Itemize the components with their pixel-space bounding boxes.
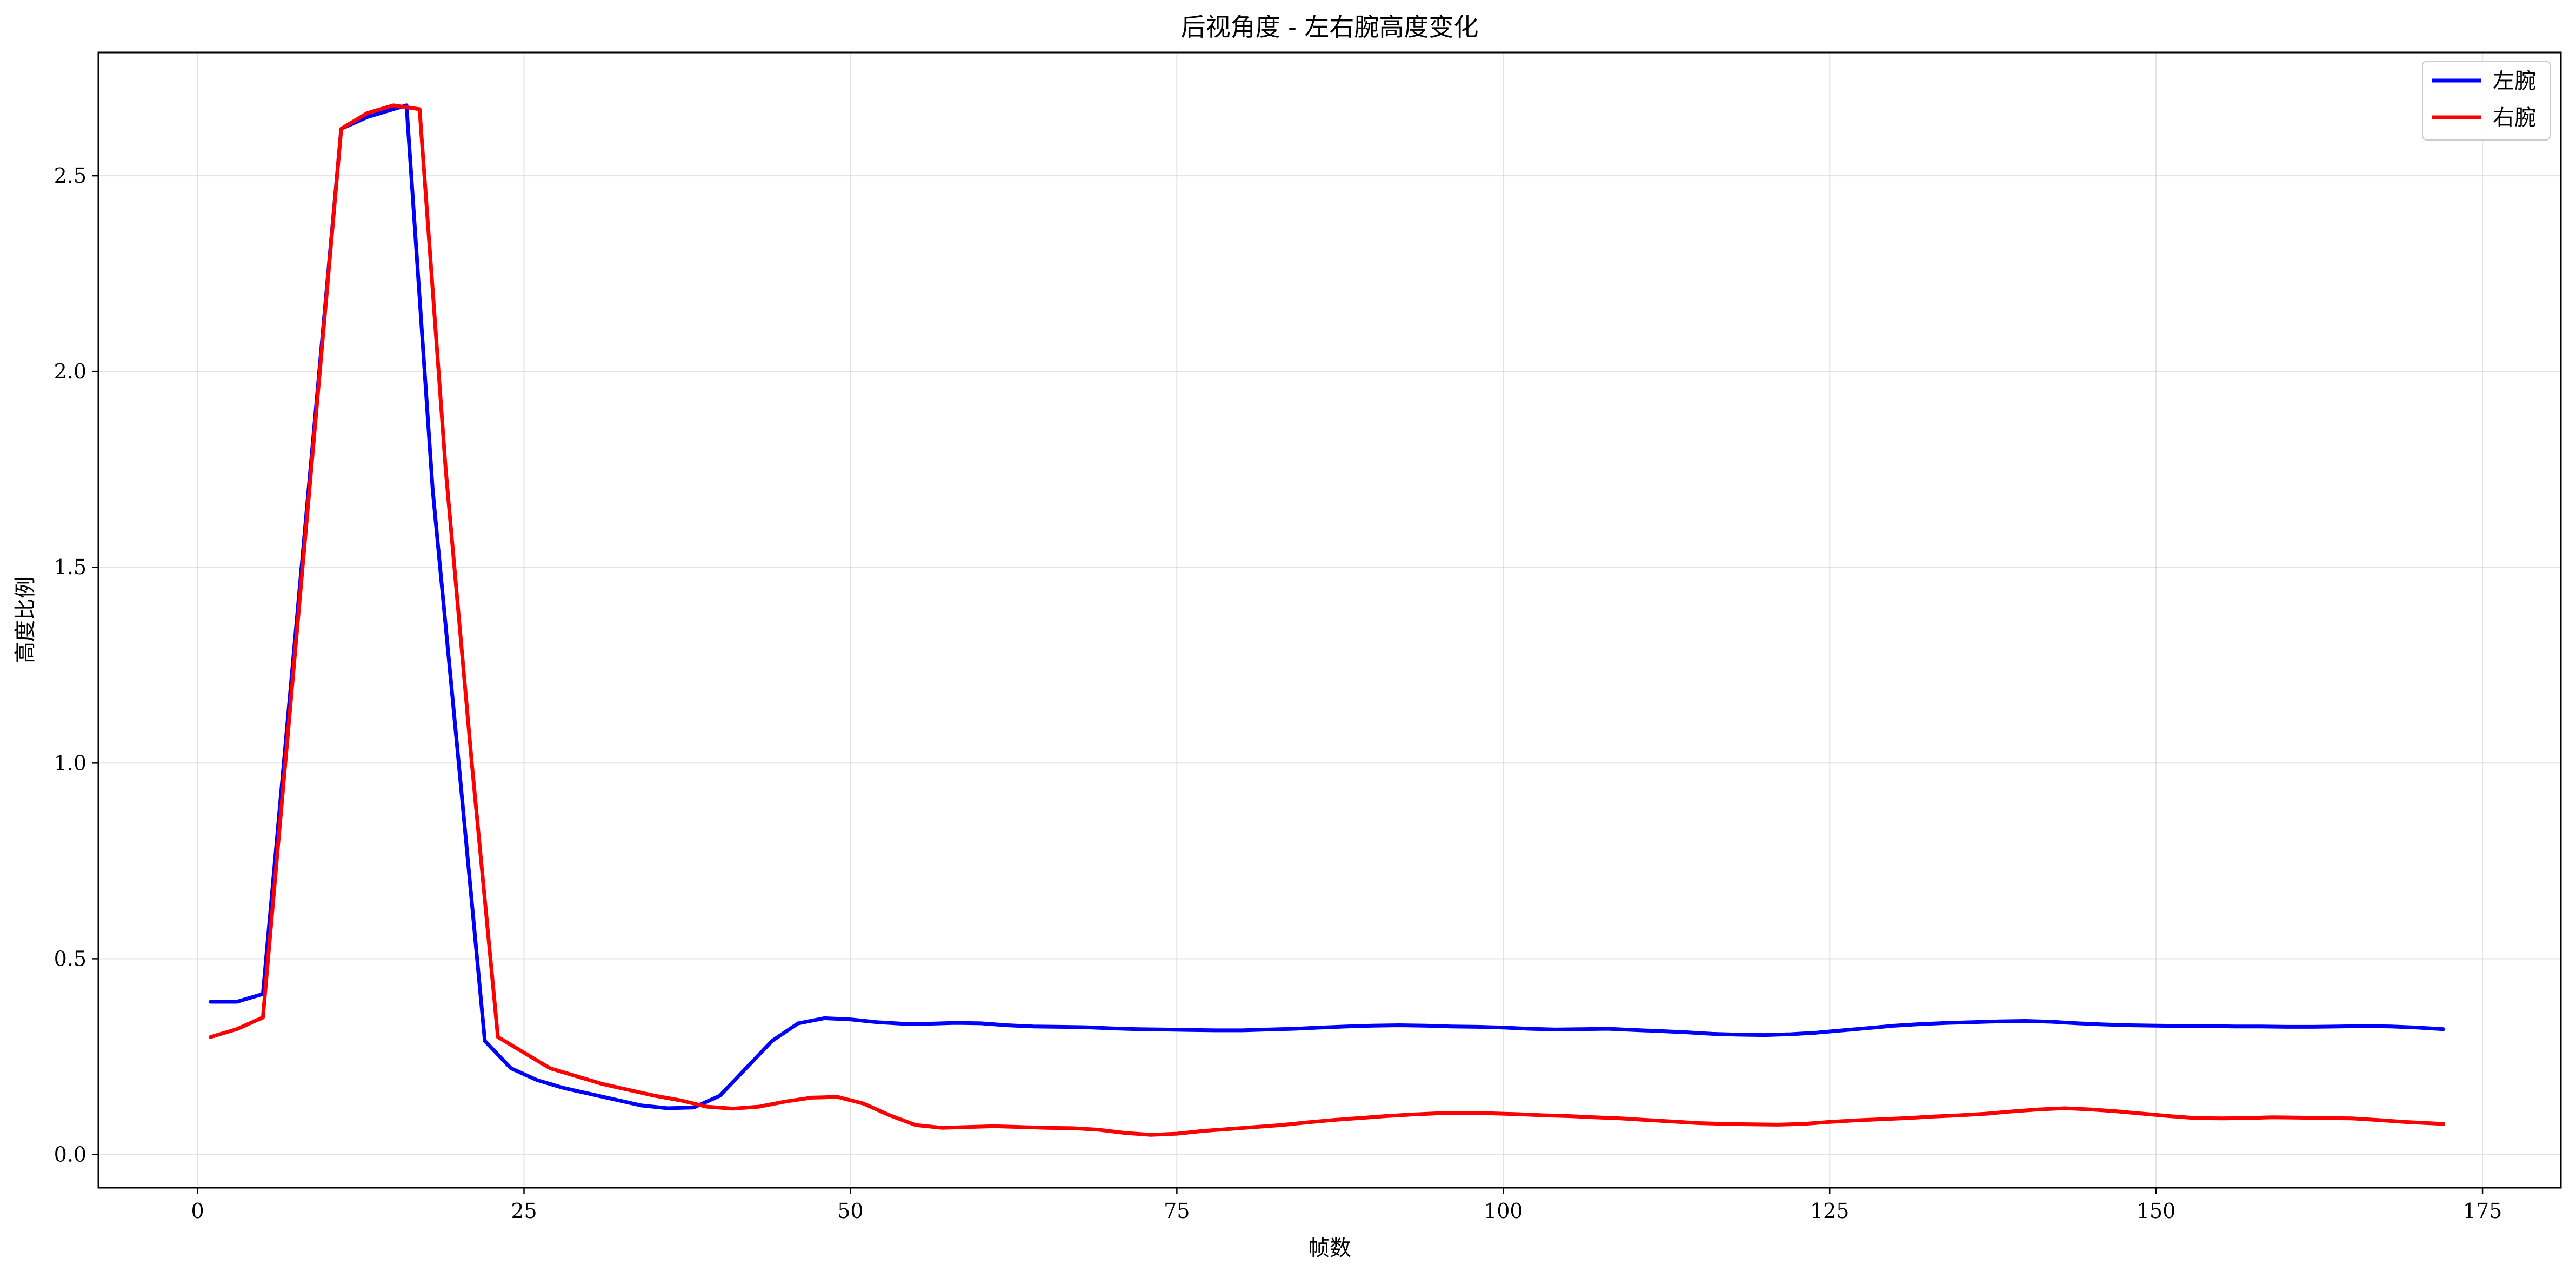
y-tick-label: 0.5 [54,947,86,970]
x-tick-label: 25 [511,1199,537,1223]
x-tick-label: 150 [2137,1199,2176,1223]
legend: 左腕 右腕 [2422,61,2551,141]
x-tick-label: 0 [191,1199,204,1223]
grid [98,52,2561,1188]
series-line-right-wrist [209,103,2446,1137]
x-tick-label: 125 [1810,1199,1850,1223]
y-tick-label: 1.5 [54,555,86,579]
y-tick-label: 1.0 [54,751,86,775]
legend-label-left-wrist: 左腕 [2493,69,2536,94]
x-axis-ticks: 0 25 50 75 100 125 150 175 [191,1188,2502,1223]
series-line-left-wrist [209,103,2446,1110]
x-axis-label: 帧数 [1308,1236,1351,1261]
chart-title: 后视角度 - 左右腕高度变化 [1181,12,1479,42]
y-axis-label: 高度比例 [13,577,38,663]
x-tick-label: 175 [2463,1199,2502,1223]
y-tick-label: 2.5 [54,164,86,188]
plot-frame [97,51,2562,1189]
y-axis-ticks: 0.0 0.5 1.0 1.5 2.0 2.5 [54,164,98,1166]
x-tick-label: 100 [1484,1199,1523,1223]
y-tick-label: 2.0 [54,360,86,383]
series-lines [209,103,2446,1137]
x-tick-label: 50 [837,1199,863,1223]
y-tick-label: 0.0 [54,1142,86,1166]
legend-label-right-wrist: 右腕 [2493,105,2536,130]
x-tick-label: 75 [1164,1199,1190,1223]
